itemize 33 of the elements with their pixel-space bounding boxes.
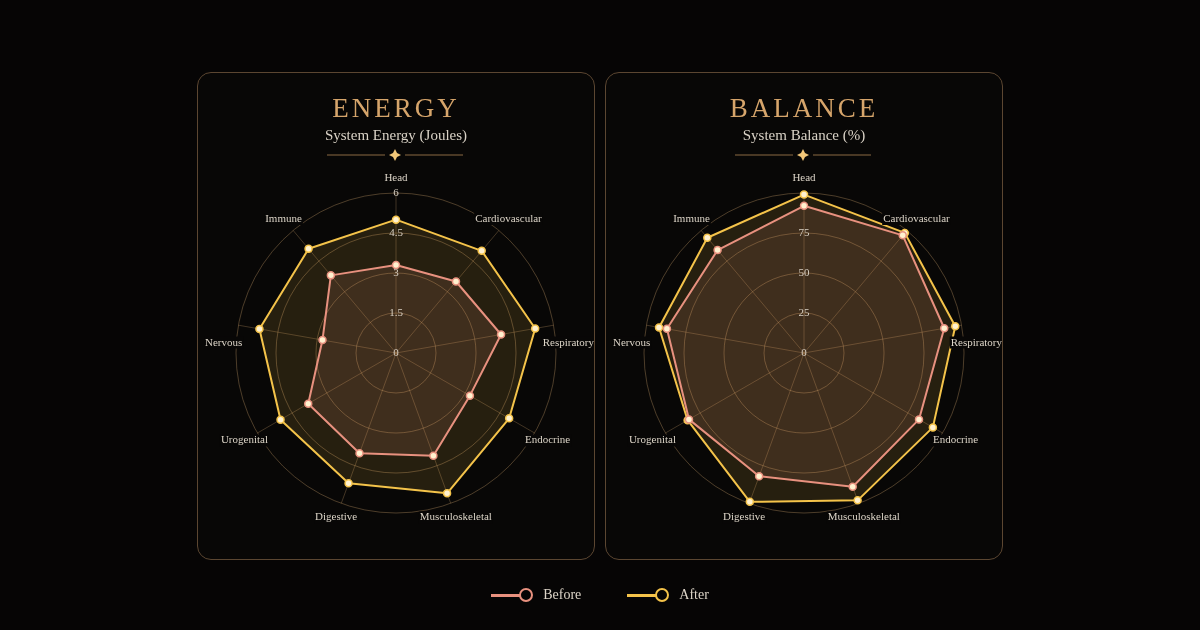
legend-label: Before	[543, 586, 582, 604]
chart-subtitle: System Balance (%)	[741, 126, 867, 144]
legend-label: After	[679, 586, 709, 604]
spoke-label: Urogenital	[628, 433, 676, 446]
spoke-label: Respiratory	[542, 335, 595, 348]
spoke-label: Immune	[265, 211, 302, 224]
y-tick-label: 0	[801, 345, 808, 358]
spoke-label: Endocrine	[524, 433, 571, 446]
chart-title: ENERGY	[331, 92, 461, 124]
chart-subtitle: System Energy (Joules)	[323, 126, 469, 144]
y-tick-label: 25	[798, 305, 810, 318]
y-tick-label: 4.5	[389, 225, 404, 238]
spoke-label: Digestive	[723, 510, 766, 523]
y-tick-label: 1.5	[389, 305, 404, 318]
spoke-label: Musculoskeletal	[827, 510, 900, 523]
y-tick-label: 0	[393, 345, 400, 358]
spoke-label: Head	[792, 170, 817, 183]
y-tick-label: 75	[798, 225, 810, 238]
y-tick-label: 6	[393, 185, 400, 198]
spoke-label: Musculoskeletal	[419, 510, 492, 523]
spoke-label: Digestive	[315, 510, 358, 523]
chart-title: BALANCE	[728, 92, 880, 124]
spoke-label: Nervous	[205, 335, 243, 348]
spoke-label: Cardiovascular	[883, 211, 951, 224]
spoke-label: Respiratory	[950, 335, 1003, 348]
y-tick-label: 3	[393, 265, 400, 278]
spoke-label: Nervous	[613, 335, 651, 348]
spoke-label: Immune	[673, 211, 710, 224]
y-tick-label: 50	[798, 265, 810, 278]
spoke-label: Head	[384, 170, 409, 183]
spoke-label: Cardiovascular	[475, 211, 543, 224]
spoke-label: Endocrine	[932, 433, 979, 446]
spoke-label: Urogenital	[220, 433, 268, 446]
